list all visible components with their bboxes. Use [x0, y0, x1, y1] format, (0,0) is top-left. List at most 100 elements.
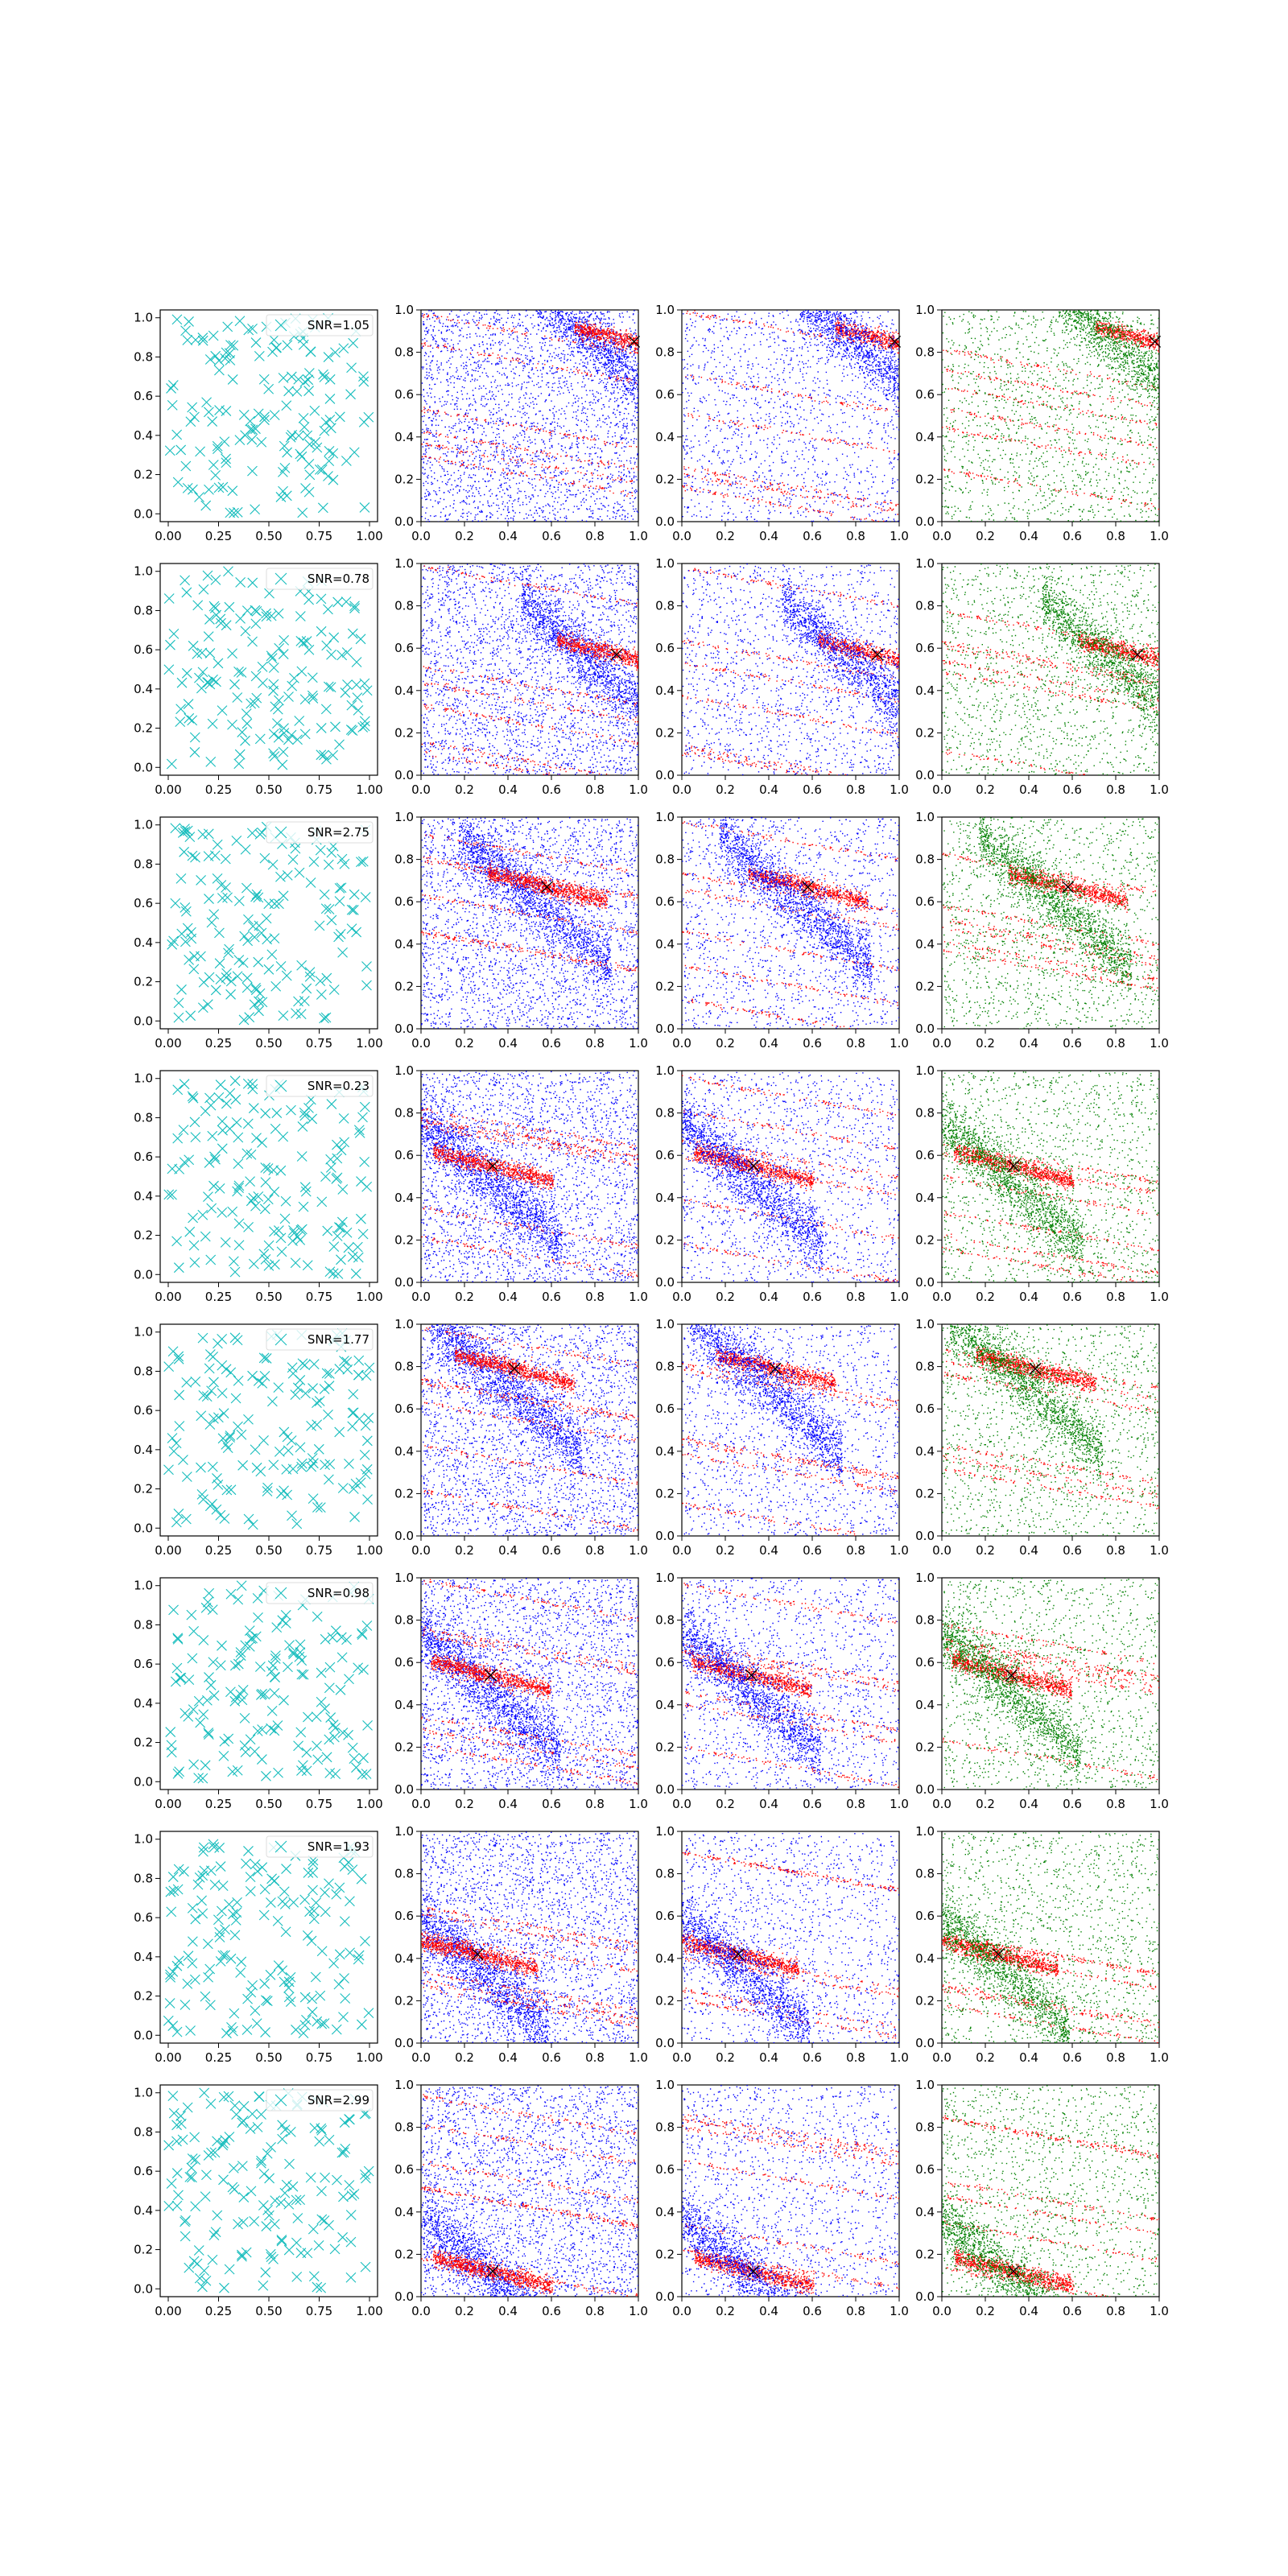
cyan-x-marker — [176, 445, 186, 455]
cyan-x-marker — [294, 374, 303, 384]
axes-frame — [942, 1831, 1159, 2043]
point-cloud — [942, 564, 1160, 776]
x-tick-label: 1.0 — [1150, 1290, 1169, 1304]
cyan-x-marker — [217, 1906, 226, 1916]
x-tick-label: 0.4 — [759, 1036, 778, 1051]
blue-point-series — [682, 1324, 900, 1537]
cyan-x-marker — [228, 2026, 237, 2036]
blue-point-series — [421, 1831, 639, 2044]
cyan-x-marker — [231, 1095, 241, 1104]
y-tick-label: 1.0 — [655, 1571, 675, 1585]
cyan-x-marker — [202, 398, 212, 407]
cyan-x-marker — [253, 1867, 262, 1876]
cyan-x-markers — [163, 1839, 374, 2038]
cyan-x-marker — [233, 1133, 243, 1142]
y-tick-label: 1.0 — [394, 2078, 414, 2092]
cyan-x-marker — [213, 2211, 222, 2220]
cyan-x-marker — [320, 2173, 330, 2182]
cyan-x-marker — [295, 1443, 305, 1452]
cyan-x-marker — [220, 1736, 229, 1746]
black-x-marker — [748, 2265, 759, 2277]
y-tick-label: 0.4 — [134, 2203, 153, 2218]
y-tick-label: 0.6 — [655, 1909, 675, 1923]
cyan-x-marker — [201, 2170, 211, 2180]
cyan-x-marker — [336, 1146, 346, 1155]
cyan-x-marker — [258, 1137, 267, 1147]
cyan-x-marker — [347, 924, 357, 934]
cyan-x-marker — [309, 2272, 319, 2281]
cyan-x-marker — [242, 606, 252, 616]
cyan-x-marker — [172, 1236, 182, 1246]
cyan-x-marker — [175, 1422, 184, 1431]
cyan-x-marker — [233, 1659, 243, 1669]
y-tick-label: 0.8 — [915, 1360, 935, 1374]
cyan-x-marker — [188, 402, 197, 412]
legend-label: SNR=0.78 — [308, 572, 369, 586]
cyan-x-marker — [248, 637, 258, 646]
y-tick-label: 1.0 — [655, 2078, 675, 2092]
cyan-x-marker — [172, 430, 182, 440]
y-tick-label: 0.2 — [134, 1736, 153, 1750]
y-tick-label: 0.6 — [134, 389, 153, 403]
y-tick-label: 0.6 — [394, 387, 414, 402]
cyan-x-marker — [173, 1085, 183, 1095]
x-tick-label: 0.4 — [498, 1036, 518, 1051]
x-tick-label: 0.2 — [976, 1797, 995, 1811]
cyan-x-marker — [341, 597, 351, 606]
y-tick-label: 0.0 — [915, 1529, 935, 1543]
cyan-x-marker — [238, 958, 248, 968]
x-tick-label: 1.0 — [629, 2050, 648, 2065]
cyan-x-marker — [200, 1232, 210, 1241]
cyan-x-marker — [302, 1766, 312, 1776]
cyan-x-marker — [330, 722, 340, 732]
cyan-x-marker — [317, 2125, 327, 2135]
x-tick-label: 0.8 — [585, 1036, 605, 1051]
cyan-x-marker — [255, 1662, 265, 1671]
y-tick-label: 0.6 — [915, 1655, 935, 1670]
cyan-x-marker — [295, 868, 304, 877]
cyan-x-marker — [213, 1915, 223, 1925]
cyan-x-marker — [223, 322, 233, 332]
cyan-x-marker — [328, 1269, 338, 1278]
x-tick-label: 1.0 — [1150, 529, 1169, 543]
y-tick-label: 0.0 — [915, 768, 935, 782]
y-tick-label: 0.4 — [915, 683, 935, 698]
cyan-x-marker — [255, 734, 265, 744]
cyan-x-marker — [205, 1420, 215, 1430]
cyan-x-marker — [260, 853, 270, 863]
cyan-x-marker — [163, 1465, 173, 1475]
cyan-x-marker — [173, 1633, 183, 1643]
cyan-x-marker — [248, 578, 258, 588]
cyan-x-marker — [164, 665, 174, 675]
point-cloud-panel: 0.0 0.2 0.4 0.6 0.8 1.00.00.20.40.60.81.0 — [915, 1317, 1169, 1558]
cyan-x-marker — [351, 1763, 361, 1773]
y-tick-label: 0.4 — [394, 937, 414, 952]
cyan-x-marker — [315, 2136, 324, 2146]
x-tick-label: 0.50 — [255, 2304, 282, 2318]
y-tick-label: 0.0 — [134, 506, 153, 521]
cyan-x-marker — [213, 873, 222, 883]
cyan-x-marker — [174, 1509, 184, 1518]
cyan-x-marker — [208, 417, 217, 427]
cyan-x-marker — [258, 2281, 268, 2290]
cyan-x-markers — [165, 313, 374, 518]
cyan-x-marker — [257, 2156, 266, 2165]
x-tick-label: 0.6 — [803, 1290, 822, 1304]
cyan-x-marker — [330, 348, 340, 357]
x-tick-label: 0.0 — [672, 2050, 691, 2065]
x-tick-label: 0.8 — [1106, 1036, 1125, 1051]
x-tick-label: 0.25 — [205, 2304, 232, 2318]
y-tick-label: 0.2 — [134, 1989, 153, 2004]
cyan-x-marker — [167, 1748, 176, 1757]
cyan-x-marker — [268, 686, 278, 696]
x-tick-label: 1.0 — [890, 1290, 909, 1304]
cyan-x-marker — [309, 1914, 319, 1924]
cyan-x-marker — [312, 1898, 321, 1908]
blue-point-series — [682, 2085, 900, 2297]
x-tick-label: 0.4 — [498, 1290, 518, 1304]
point-cloud-panel: 0.0 0.2 0.4 0.6 0.8 1.00.00.20.40.60.81.0 — [655, 1317, 909, 1558]
y-tick-label: 0.6 — [915, 894, 935, 909]
x-tick-label: 0.00 — [155, 1543, 181, 1558]
cyan-x-marker — [212, 1505, 221, 1514]
cyan-x-marker — [208, 1462, 217, 1472]
